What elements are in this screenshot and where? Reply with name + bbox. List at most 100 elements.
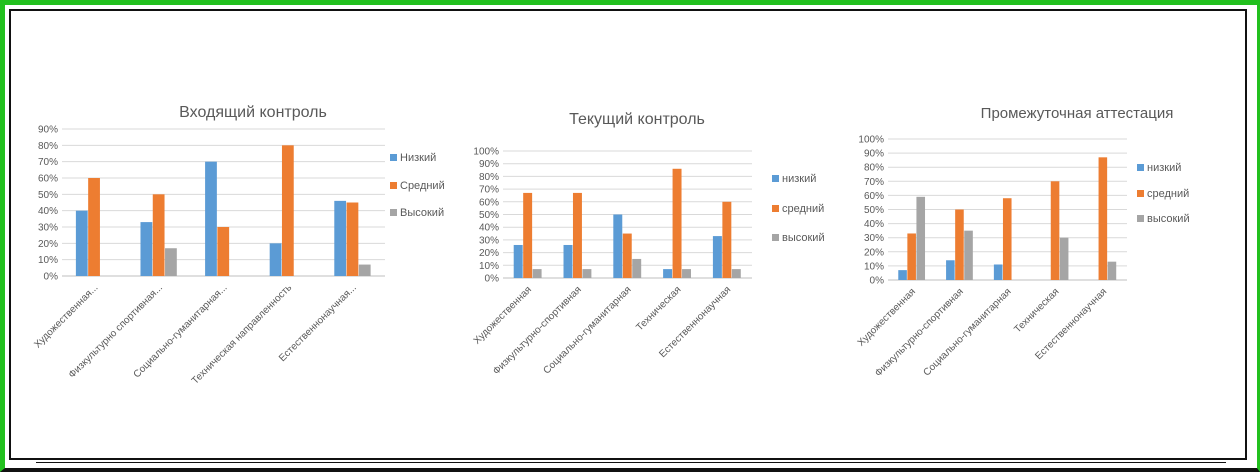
- legend-swatch: [772, 234, 779, 241]
- bar: [563, 244, 573, 278]
- y-tick-label: 90%: [864, 149, 884, 160]
- y-tick-label: 60%: [38, 174, 58, 185]
- bar: [75, 210, 88, 276]
- bar: [964, 230, 973, 280]
- y-tick-label: 20%: [479, 248, 499, 259]
- bar: [613, 214, 623, 278]
- bar: [205, 161, 217, 276]
- legend-label: Высокий: [400, 207, 444, 219]
- y-tick-label: 0%: [870, 276, 885, 287]
- bar: [622, 233, 632, 278]
- bottom-rule: [36, 462, 1226, 463]
- bar: [513, 244, 523, 278]
- category-label: Социально-гуманитарная: [921, 286, 1013, 378]
- bar: [88, 178, 100, 276]
- y-tick-label: 70%: [864, 177, 884, 188]
- bar: [907, 233, 916, 280]
- legend-swatch: [1137, 164, 1144, 171]
- category-label: Физкультурно-спортивная: [873, 286, 966, 379]
- bar: [532, 269, 542, 278]
- legend-swatch: [390, 154, 397, 161]
- bar: [582, 269, 592, 278]
- y-tick-label: 80%: [479, 172, 499, 183]
- legend-label: низкий: [782, 173, 816, 185]
- y-tick-label: 10%: [38, 255, 58, 266]
- bar: [281, 145, 294, 276]
- bar: [152, 194, 165, 276]
- bar: [334, 200, 347, 276]
- bar: [1059, 237, 1069, 280]
- bar: [712, 236, 722, 278]
- y-tick-label: 70%: [38, 157, 58, 168]
- bar: [672, 168, 682, 278]
- y-tick-label: 10%: [864, 261, 884, 272]
- legend-swatch: [772, 175, 779, 182]
- y-tick-label: 80%: [38, 141, 58, 152]
- bar: [955, 209, 964, 280]
- y-tick-label: 80%: [864, 163, 884, 174]
- legend-label: высокий: [1147, 213, 1190, 225]
- bar: [946, 260, 955, 280]
- legend-label: низкий: [1147, 162, 1181, 174]
- chart-title: Входящий контроль: [179, 104, 327, 121]
- bar: [632, 258, 642, 278]
- legend-label: Средний: [400, 180, 445, 192]
- content-border: [9, 9, 1247, 460]
- y-tick-label: 30%: [479, 235, 499, 246]
- y-tick-label: 20%: [38, 239, 58, 250]
- legend-label: средний: [1147, 188, 1189, 200]
- legend-swatch: [1137, 190, 1144, 197]
- bar: [1050, 181, 1060, 280]
- y-tick-label: 40%: [864, 219, 884, 230]
- y-tick-label: 60%: [864, 191, 884, 202]
- y-tick-label: 40%: [479, 223, 499, 234]
- bar: [346, 202, 359, 276]
- y-tick-label: 100%: [473, 147, 499, 158]
- y-tick-label: 0%: [485, 274, 500, 285]
- bar: [140, 222, 153, 276]
- y-tick-label: 30%: [864, 233, 884, 244]
- bar: [572, 192, 582, 278]
- category-label: Техническая: [1012, 286, 1061, 335]
- legend-label: средний: [782, 203, 824, 215]
- chart-title: Промежуточная аттестация: [981, 105, 1174, 122]
- bar: [165, 248, 177, 276]
- y-tick-label: 100%: [858, 135, 884, 146]
- y-tick-label: 50%: [479, 210, 499, 221]
- bar: [731, 269, 741, 278]
- legend-swatch: [390, 182, 397, 189]
- y-tick-label: 50%: [38, 190, 58, 201]
- y-tick-label: 40%: [38, 206, 58, 217]
- bar: [722, 201, 732, 278]
- bar: [898, 270, 907, 280]
- bar: [269, 243, 282, 276]
- bar: [1002, 198, 1012, 280]
- bar: [663, 269, 673, 278]
- y-tick-label: 30%: [38, 223, 58, 234]
- bar: [358, 264, 371, 276]
- bar: [682, 269, 691, 278]
- bar: [523, 192, 533, 278]
- legend-label: высокий: [782, 232, 825, 244]
- y-tick-label: 0%: [44, 272, 59, 283]
- y-tick-label: 90%: [479, 159, 499, 170]
- legend-label: Низкий: [400, 152, 436, 164]
- y-tick-label: 60%: [479, 197, 499, 208]
- y-tick-label: 50%: [864, 205, 884, 216]
- legend-swatch: [1137, 215, 1144, 222]
- y-tick-label: 10%: [479, 261, 499, 272]
- bar: [217, 227, 230, 276]
- chart-title: Текущий контроль: [569, 111, 705, 128]
- y-tick-label: 20%: [864, 247, 884, 258]
- legend-swatch: [390, 209, 397, 216]
- bar: [916, 196, 926, 280]
- y-tick-label: 90%: [38, 125, 58, 136]
- bar: [1107, 261, 1117, 280]
- bar: [1098, 157, 1108, 280]
- y-tick-label: 70%: [479, 185, 499, 196]
- bar: [993, 264, 1003, 280]
